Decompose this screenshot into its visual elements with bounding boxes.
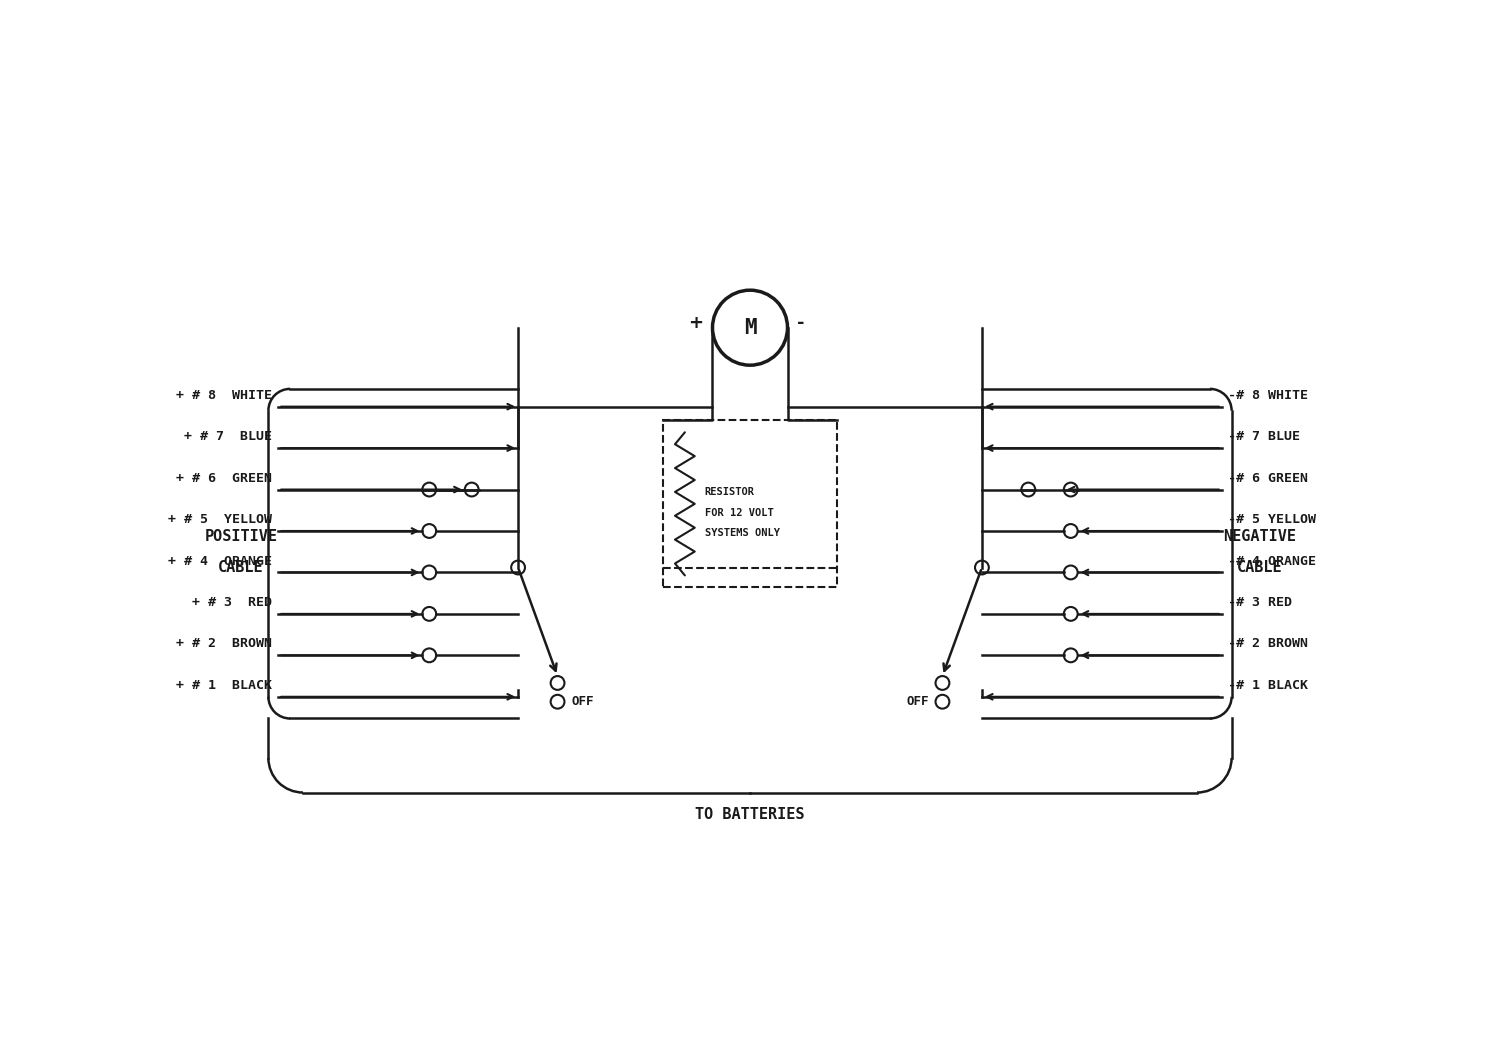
Text: + # 3  RED: + # 3 RED	[192, 596, 273, 608]
Text: -# 8 WHITE: -# 8 WHITE	[1227, 389, 1308, 402]
Text: -# 6 GREEN: -# 6 GREEN	[1227, 472, 1308, 484]
Text: -# 5 YELLOW: -# 5 YELLOW	[1227, 513, 1316, 526]
Text: -# 4 ORANGE: -# 4 ORANGE	[1227, 554, 1316, 567]
Text: CABLE: CABLE	[217, 560, 264, 575]
Text: + # 1  BLACK: + # 1 BLACK	[177, 678, 273, 692]
Text: + # 4  ORANGE: + # 4 ORANGE	[168, 554, 273, 567]
Text: -# 7 BLUE: -# 7 BLUE	[1227, 430, 1299, 443]
Text: NEGATIVE: NEGATIVE	[1222, 529, 1296, 544]
Text: RESISTOR: RESISTOR	[705, 487, 754, 497]
Text: -# 1 BLACK: -# 1 BLACK	[1227, 678, 1308, 692]
Text: M: M	[744, 318, 756, 338]
Text: OFF: OFF	[906, 695, 928, 708]
Text: -: -	[798, 314, 806, 332]
Text: -# 2 BROWN: -# 2 BROWN	[1227, 637, 1308, 651]
Bar	[663, 421, 837, 587]
Text: + # 6  GREEN: + # 6 GREEN	[177, 472, 273, 484]
Text: + # 2  BROWN: + # 2 BROWN	[177, 637, 273, 651]
Text: + # 5  YELLOW: + # 5 YELLOW	[168, 513, 273, 526]
Text: -# 3 RED: -# 3 RED	[1227, 596, 1292, 608]
Text: +: +	[687, 314, 702, 332]
Text: + # 7  BLUE: + # 7 BLUE	[184, 430, 273, 443]
Text: OFF: OFF	[572, 695, 594, 708]
Text: TO BATTERIES: TO BATTERIES	[694, 808, 804, 823]
Text: SYSTEMS ONLY: SYSTEMS ONLY	[705, 529, 780, 538]
Text: + # 8  WHITE: + # 8 WHITE	[177, 389, 273, 402]
Text: CABLE: CABLE	[1236, 560, 1282, 575]
Text: POSITIVE: POSITIVE	[204, 529, 278, 544]
Text: FOR 12 VOLT: FOR 12 VOLT	[705, 508, 774, 517]
